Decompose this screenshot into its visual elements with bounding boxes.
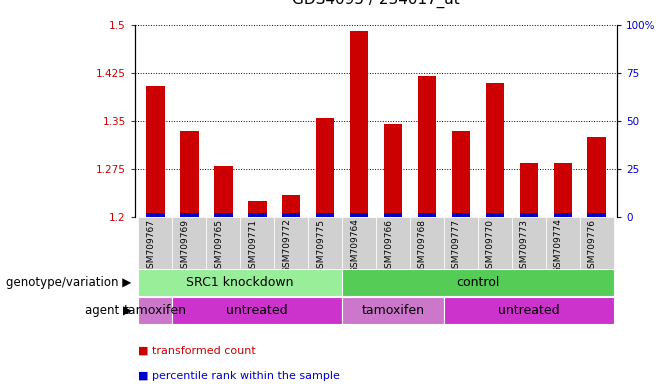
FancyBboxPatch shape <box>342 217 376 269</box>
Text: ■ transformed count: ■ transformed count <box>138 346 256 356</box>
FancyBboxPatch shape <box>274 217 308 269</box>
Bar <box>180 131 199 217</box>
Bar <box>349 31 368 217</box>
Bar <box>214 213 232 217</box>
Bar <box>418 76 436 217</box>
Text: GSM709775: GSM709775 <box>316 218 325 273</box>
Bar <box>553 162 572 217</box>
Text: GSM709768: GSM709768 <box>418 218 427 273</box>
Bar <box>553 213 572 217</box>
Bar <box>248 213 266 217</box>
FancyBboxPatch shape <box>444 217 478 269</box>
Bar <box>282 195 301 217</box>
Text: GSM709773: GSM709773 <box>520 218 529 273</box>
Text: agent ▶: agent ▶ <box>85 304 132 317</box>
Text: SRC1 knockdown: SRC1 knockdown <box>186 276 294 289</box>
Text: GSM709776: GSM709776 <box>588 218 597 273</box>
Text: GSM709766: GSM709766 <box>384 218 393 273</box>
Bar <box>384 213 403 217</box>
Text: GSM709771: GSM709771 <box>248 218 257 273</box>
FancyBboxPatch shape <box>376 217 410 269</box>
Bar <box>384 124 403 217</box>
Bar <box>451 213 470 217</box>
FancyBboxPatch shape <box>240 217 274 269</box>
Text: GSM709769: GSM709769 <box>180 218 190 273</box>
Text: untreated: untreated <box>226 304 288 317</box>
Text: genotype/variation ▶: genotype/variation ▶ <box>7 276 132 289</box>
Bar <box>486 83 504 217</box>
FancyBboxPatch shape <box>444 297 614 324</box>
FancyBboxPatch shape <box>478 217 512 269</box>
FancyBboxPatch shape <box>342 269 614 296</box>
Text: ■ percentile rank within the sample: ■ percentile rank within the sample <box>138 371 340 381</box>
FancyBboxPatch shape <box>512 217 546 269</box>
Bar <box>588 213 606 217</box>
FancyBboxPatch shape <box>138 269 342 296</box>
Text: GSM709764: GSM709764 <box>350 218 359 273</box>
Bar <box>486 213 504 217</box>
Bar <box>180 213 199 217</box>
FancyBboxPatch shape <box>138 217 172 269</box>
Text: GSM709772: GSM709772 <box>282 218 291 273</box>
Bar <box>520 213 538 217</box>
Text: GSM709765: GSM709765 <box>215 218 223 273</box>
Bar <box>146 213 164 217</box>
Bar <box>248 201 266 217</box>
Text: GDS4095 / 234017_at: GDS4095 / 234017_at <box>292 0 460 8</box>
Text: untreated: untreated <box>498 304 560 317</box>
Text: tamoxifen: tamoxifen <box>124 304 187 317</box>
Bar <box>451 131 470 217</box>
Bar <box>146 86 164 217</box>
FancyBboxPatch shape <box>172 297 342 324</box>
FancyBboxPatch shape <box>172 217 206 269</box>
Text: GSM709770: GSM709770 <box>486 218 495 273</box>
Bar <box>349 213 368 217</box>
FancyBboxPatch shape <box>138 297 172 324</box>
Bar <box>316 118 334 217</box>
Bar <box>316 213 334 217</box>
Text: tamoxifen: tamoxifen <box>361 304 424 317</box>
FancyBboxPatch shape <box>308 217 342 269</box>
Text: control: control <box>456 276 499 289</box>
FancyBboxPatch shape <box>410 217 444 269</box>
Bar <box>418 213 436 217</box>
FancyBboxPatch shape <box>546 217 580 269</box>
FancyBboxPatch shape <box>580 217 614 269</box>
FancyBboxPatch shape <box>342 297 444 324</box>
Bar <box>520 162 538 217</box>
Bar <box>282 213 301 217</box>
Bar <box>588 137 606 217</box>
Text: GSM709767: GSM709767 <box>146 218 155 273</box>
FancyBboxPatch shape <box>206 217 240 269</box>
Text: GSM709774: GSM709774 <box>554 218 563 273</box>
Text: GSM709777: GSM709777 <box>452 218 461 273</box>
Bar <box>214 166 232 217</box>
